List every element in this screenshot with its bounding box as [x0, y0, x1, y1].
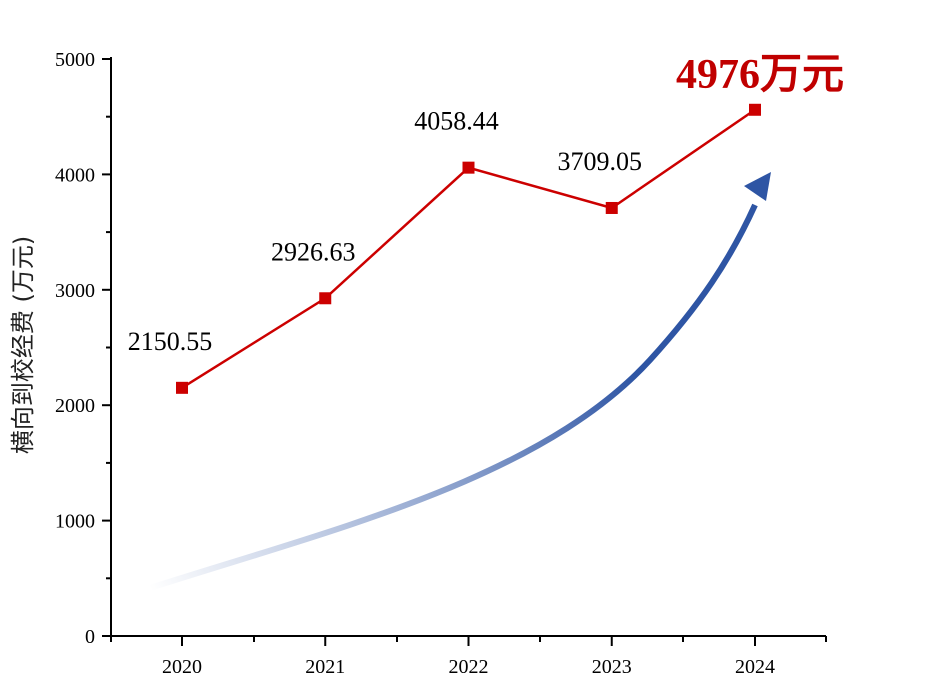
trend-arrow-head-icon [744, 172, 771, 201]
data-label: 2926.63 [271, 237, 356, 266]
x-tick-label: 2024 [735, 656, 775, 678]
series-line [181, 108, 756, 389]
y-axis-title: 横向到校经费 (万元) [9, 236, 37, 454]
x-tick-label: 2022 [449, 656, 489, 678]
highlight-annotation: 4976万元 [676, 52, 844, 98]
data-point-marker [319, 292, 332, 305]
x-tick-label: 2021 [305, 656, 345, 678]
y-tick-label: 1000 [55, 511, 95, 533]
data-point-marker [176, 381, 188, 394]
data-point-marker [749, 103, 761, 116]
trend-arrow-shaft [149, 203, 758, 591]
x-tick-label: 2020 [162, 656, 202, 678]
data-label: 2150.55 [128, 327, 213, 356]
data-label: 4058.44 [414, 107, 499, 136]
y-tick-label: 2000 [55, 395, 95, 417]
y-tick-label: 0 [85, 626, 95, 648]
trend-arrow [149, 172, 771, 591]
y-tick-label: 3000 [55, 280, 95, 302]
data-point-marker [605, 201, 618, 214]
y-tick-label: 5000 [55, 49, 95, 71]
x-tick-label: 2023 [592, 656, 632, 678]
y-tick-label: 4000 [55, 164, 95, 186]
data-point-marker [462, 161, 475, 174]
data-label: 3709.05 [558, 147, 643, 176]
